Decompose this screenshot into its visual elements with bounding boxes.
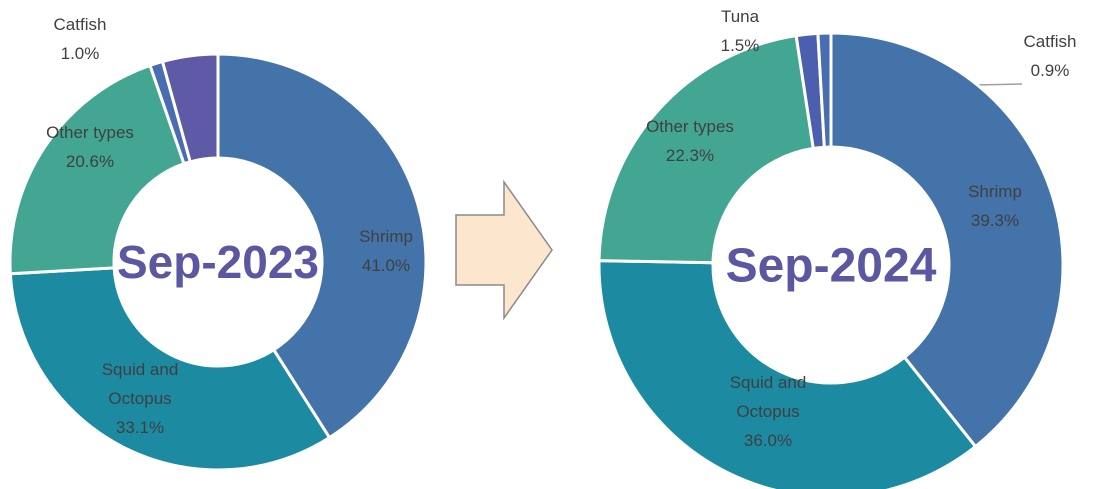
slice-label: Squid and Octopus [101, 360, 179, 408]
slice-value: 0.9% [1030, 61, 1070, 80]
slice-value: 36.0% [743, 431, 793, 450]
center-title: Sep-2023 [117, 236, 319, 288]
slice-label: Catfish [53, 15, 107, 34]
donut-slice [8, 63, 186, 276]
slice-value: 1.0% [60, 44, 100, 63]
donut-slice [216, 52, 428, 440]
slice-value: 33.1% [115, 418, 165, 437]
arrow [455, 179, 553, 321]
slice-label: Shrimp [359, 227, 413, 246]
donut-slice [816, 31, 833, 149]
slice-label: Shrimp [968, 182, 1022, 201]
donut-slice [597, 33, 815, 265]
slice-value: 20.6% [65, 152, 115, 171]
donut-slice [829, 31, 1065, 449]
slice-label: Tuna [720, 7, 760, 26]
slice-value: 39.3% [970, 211, 1020, 230]
slice-label: Other types [646, 117, 734, 136]
center-title: Sep-2024 [726, 240, 937, 293]
slice-value: 41.0% [361, 256, 411, 275]
slice-label: Squid and Octopus [729, 373, 807, 421]
slice-value: 22.3% [665, 146, 715, 165]
slice-value: 1.5% [720, 36, 760, 55]
donut-slice [160, 52, 220, 164]
donut-slice [8, 266, 332, 472]
slice-label: Other types [46, 123, 134, 142]
slice-label: Catfish [1023, 32, 1077, 51]
donut-slice [597, 259, 978, 489]
